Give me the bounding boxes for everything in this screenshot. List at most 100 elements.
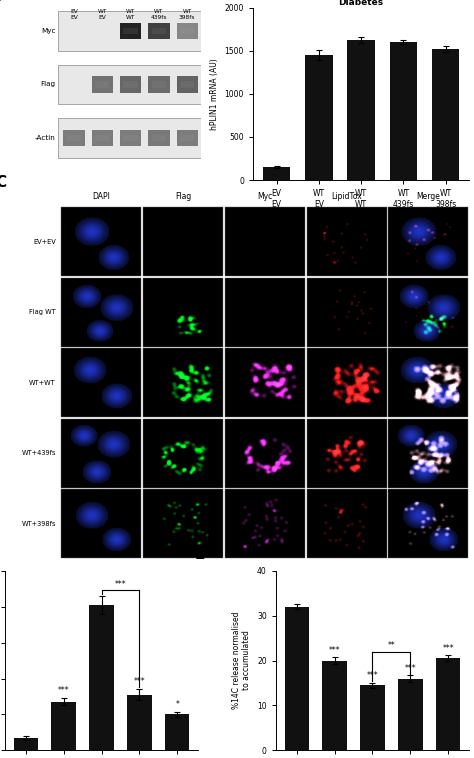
Bar [398,678,423,750]
Bar [347,40,375,180]
Bar [177,130,198,146]
Bar [14,738,38,750]
Bar [143,348,223,417]
Bar [322,660,347,750]
Bar [64,130,84,146]
Bar [180,27,194,34]
Bar [390,42,417,180]
Bar [177,77,198,92]
Bar [307,278,387,347]
Text: *: * [175,700,179,709]
Text: EV
EV: EV EV [70,9,78,20]
Bar [120,23,141,39]
Text: WT+398fs: WT+398fs [21,521,56,527]
Text: Flag WT: Flag WT [29,309,56,315]
Text: Merge: Merge [417,192,440,201]
Bar [436,658,460,750]
Bar [263,168,290,180]
Bar [307,489,387,558]
Text: E: E [194,547,205,562]
Bar [143,208,223,277]
Bar [143,418,223,487]
Bar [124,135,138,141]
Text: LipidTox: LipidTox [331,192,362,201]
Bar [360,685,385,750]
Text: -Actin: -Actin [35,135,56,141]
Bar [388,348,468,417]
Text: A: A [0,0,1,4]
Bar [120,77,141,92]
Bar [58,118,201,158]
Text: ***: *** [442,644,454,653]
Bar [62,278,141,347]
Text: WT+WT: WT+WT [29,380,56,386]
Text: ***: *** [115,580,126,589]
Bar [51,702,76,750]
Text: Flag: Flag [41,81,56,87]
Text: ***: *** [404,664,416,673]
Bar [91,77,113,92]
Text: EV+EV: EV+EV [33,239,56,245]
Bar [95,81,109,88]
Bar [180,81,194,88]
Bar [95,135,109,141]
Bar [89,605,114,750]
Bar [62,489,141,558]
Text: Myc: Myc [257,192,273,201]
Bar [388,278,468,347]
Text: **: ** [388,641,395,650]
Bar [152,27,166,34]
Bar [225,489,305,558]
Bar [62,208,141,277]
Y-axis label: hPLIN1 mRNA (AU): hPLIN1 mRNA (AU) [210,58,219,130]
Bar [91,130,113,146]
Bar [388,489,468,558]
Bar [307,348,387,417]
Text: ***: *** [58,686,70,695]
Bar [432,49,459,180]
Bar [127,694,152,750]
Bar [177,23,198,39]
Bar [143,489,223,558]
Bar [165,715,190,750]
Bar [388,208,468,277]
Bar [124,81,138,88]
Bar [58,11,201,51]
Title: Diabetes: Diabetes [338,0,383,7]
Bar [225,278,305,347]
Text: C: C [0,175,7,190]
Text: DAPI: DAPI [92,192,110,201]
Bar [124,27,138,34]
Bar [388,418,468,487]
Bar [148,23,170,39]
Bar [143,278,223,347]
Bar [152,135,166,141]
Text: WT
WT: WT WT [126,9,135,20]
Bar [180,135,194,141]
Bar [225,208,305,277]
Bar [120,130,141,146]
Bar [62,348,141,417]
Text: WT
439fs: WT 439fs [151,9,167,20]
Bar [148,130,170,146]
Text: WT
398fs: WT 398fs [179,9,195,20]
Text: WT+439fs: WT+439fs [21,450,56,456]
Text: WT
EV: WT EV [98,9,107,20]
Bar [62,418,141,487]
Text: ***: *** [329,646,340,655]
Text: Myc: Myc [41,28,56,34]
Bar [307,208,387,277]
Text: ***: *** [134,677,145,686]
Bar [67,135,81,141]
Bar [305,55,333,180]
Y-axis label: %14C release normalised
to accumulated: %14C release normalised to accumulated [232,612,251,709]
Text: ***: *** [367,672,378,681]
Bar [307,418,387,487]
Bar [58,64,201,104]
Bar [148,77,170,92]
Text: Flag: Flag [175,192,191,201]
Bar [225,348,305,417]
Bar [152,81,166,88]
Bar [225,418,305,487]
Bar [284,606,309,750]
